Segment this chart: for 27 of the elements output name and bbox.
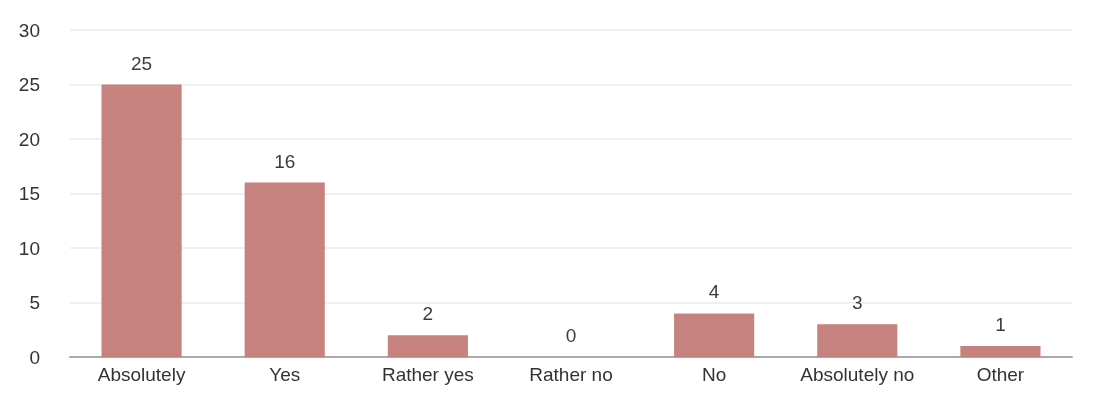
y-tick-label: 30 [18,19,40,41]
x-tick-label: Rather yes [381,364,474,385]
bar [244,182,325,357]
x-tick-label: Yes [269,364,301,385]
data-label: 1 [995,314,1006,336]
y-tick-label: 15 [18,183,40,204]
y-tick-label: 25 [18,74,40,95]
data-label: 0 [565,325,577,346]
data-label: 4 [708,281,720,303]
bar [817,324,898,357]
x-tick-label: Other [976,364,1025,385]
y-tick-label: 10 [18,237,40,259]
y-tick-label: 5 [29,292,40,313]
x-tick-label: Absolutely no [800,364,915,385]
bar [674,313,755,357]
x-tick-label: Rather no [529,364,613,385]
y-tick-label: 20 [18,128,40,150]
data-label: 25 [131,52,153,74]
x-tick-label: No [701,364,727,385]
x-tick-label: Absolutely [97,364,186,385]
bar [960,346,1041,357]
data-label: 16 [274,150,296,172]
y-tick-label: 0 [29,346,40,368]
bar [387,335,468,357]
bar [101,84,182,357]
data-label: 3 [852,292,863,314]
data-label: 2 [422,303,434,325]
